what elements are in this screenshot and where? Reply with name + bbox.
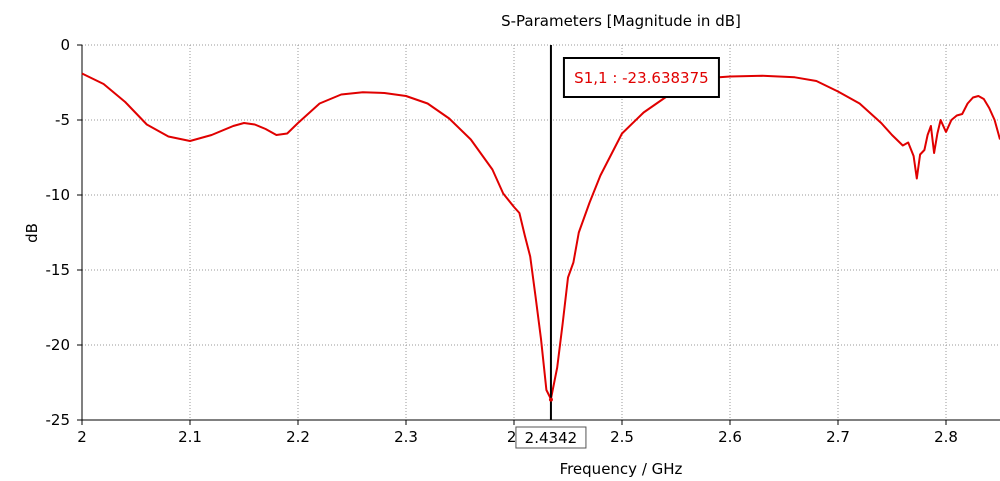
series-line-s11 (81, 72, 1000, 400)
y-tick-label: -10 (46, 186, 71, 204)
marker-value-text: S1,1 : -23.638375 (574, 69, 709, 87)
y-tick-label: -5 (55, 111, 70, 129)
y-axis-title: dB (23, 223, 41, 243)
grid (82, 44, 1000, 420)
y-tick-label: -20 (46, 336, 71, 354)
x-tick-label: 2.6 (718, 428, 742, 446)
x-tick-label: 2.5 (610, 428, 634, 446)
marker-point (548, 397, 553, 402)
x-axis-title: Frequency / GHz (560, 460, 683, 478)
x-tick-label: 2.2 (286, 428, 310, 446)
chart-title: S-Parameters [Magnitude in dB] (501, 12, 741, 30)
marker-cursor-label-box (515, 426, 587, 449)
y-tick-label: -15 (46, 261, 71, 279)
y-tick-label: 0 (60, 36, 70, 54)
x-tick-label: 2.8 (934, 428, 958, 446)
y-tick-label: -25 (46, 411, 71, 429)
marker-cursor-label: 2.4342 (525, 429, 578, 447)
x-tick-label: 2.1 (178, 428, 202, 446)
series-group (81, 72, 1000, 400)
x-tick-label: 2 (77, 428, 87, 446)
marker-value-box (562, 57, 720, 98)
axes (77, 44, 1000, 425)
x-tick-label: 2.7 (826, 428, 850, 446)
marker-group[interactable]: 2.4342 S1,1 : -23.638375 (515, 45, 720, 449)
x-tick-label: 2.3 (394, 428, 418, 446)
tick-labels: 2 2.1 2.2 2.3 2. 2.5 2.6 2.7 2.80-5-10-15-20-25 (46, 36, 958, 446)
